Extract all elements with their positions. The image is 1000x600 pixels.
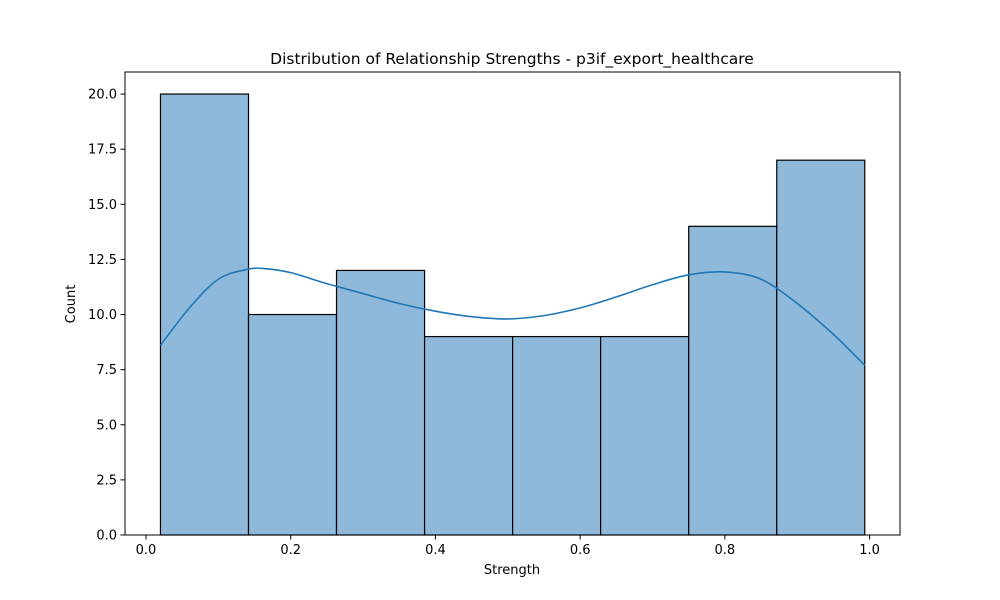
histogram-bar-1 bbox=[159, 93, 250, 536]
histogram-bar-2 bbox=[247, 313, 338, 536]
kde-layer bbox=[159, 267, 866, 366]
x-tick-label: 0.6 bbox=[570, 543, 591, 558]
x-tick-label: 0.0 bbox=[136, 543, 157, 558]
kde-curve bbox=[159, 267, 866, 366]
axes-layer: 0.0 0.2 0.4 0.6 0.8 1.0 0.0 2.5 5.0 7.5 10.0 12.5 15… bbox=[88, 71, 901, 558]
y-tick-label: 0.0 bbox=[96, 529, 117, 544]
histogram-bar-8 bbox=[776, 159, 866, 536]
x-tick-label: 0.4 bbox=[425, 543, 446, 558]
x-axis-title: Strength bbox=[484, 563, 540, 578]
histogram-bar-3 bbox=[335, 269, 426, 536]
chart-title: Distribution of Relationship Strengths -… bbox=[270, 50, 754, 69]
y-tick-label: 17.5 bbox=[88, 143, 117, 158]
plot-frame bbox=[124, 71, 901, 536]
x-tick-label: 1.0 bbox=[859, 543, 880, 558]
x-tick-label: 0.2 bbox=[280, 543, 301, 558]
y-tick-label: 20.0 bbox=[88, 88, 117, 103]
y-tick-label: 2.5 bbox=[96, 473, 117, 488]
y-tick-label: 10.0 bbox=[88, 308, 117, 323]
histogram-bar-7 bbox=[688, 225, 778, 536]
y-tick-label: 15.0 bbox=[88, 198, 117, 213]
x-tick-label: 0.8 bbox=[715, 543, 736, 558]
y-axis-title: Count bbox=[64, 285, 79, 324]
histogram-bar-6 bbox=[600, 335, 690, 536]
histogram-bar-4 bbox=[423, 335, 514, 536]
histogram-bar-5 bbox=[512, 335, 602, 536]
y-tick-label: 5.0 bbox=[96, 418, 117, 433]
bars-layer bbox=[159, 93, 866, 536]
y-tick-label: 12.5 bbox=[88, 253, 117, 268]
y-tick-label: 7.5 bbox=[96, 363, 117, 378]
